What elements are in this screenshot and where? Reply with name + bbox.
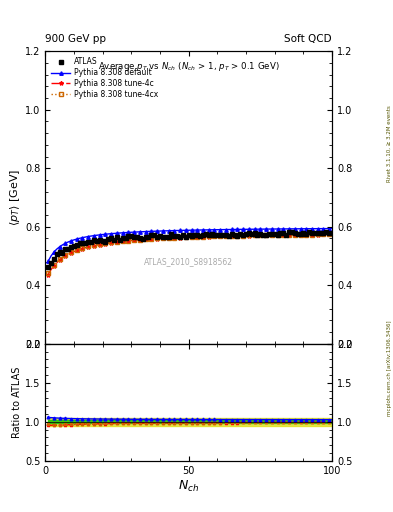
Pythia 8.308 tune-4cx (100, 241, 105, 247)
Pythia 8.308 tune-4cx (46, 270, 50, 276)
Legend: ATLAS, Pythia 8.308 default, Pythia 8.308 tune-4c, Pythia 8.308 tune-4cx: ATLAS, Pythia 8.308 default, Pythia 8.30… (49, 55, 161, 101)
ATLAS (316, 230, 320, 236)
Pythia 8.308 tune-4cx (316, 231, 320, 238)
Y-axis label: $\langle p_T \rangle$ [GeV]: $\langle p_T \rangle$ [GeV] (8, 169, 22, 226)
Pythia 8.308 tune-4cx (307, 231, 312, 238)
Text: 900 GeV pp: 900 GeV pp (45, 33, 106, 44)
Text: mcplots.cern.ch [arXiv:1306.3436]: mcplots.cern.ch [arXiv:1306.3436] (387, 321, 391, 416)
ATLAS (192, 232, 197, 238)
Pythia 8.308 tune-4c (100, 241, 105, 247)
Line: Pythia 8.308 default: Pythia 8.308 default (46, 227, 334, 263)
ATLAS (307, 229, 312, 236)
Pythia 8.308 tune-4c (215, 233, 220, 240)
Line: Pythia 8.308 tune-4c: Pythia 8.308 tune-4c (46, 232, 334, 276)
ATLAS (100, 238, 105, 244)
Text: Soft QCD: Soft QCD (285, 33, 332, 44)
Pythia 8.308 default (192, 227, 197, 233)
Pythia 8.308 default (215, 227, 220, 233)
Line: ATLAS: ATLAS (46, 230, 334, 269)
ATLAS (330, 230, 334, 236)
Pythia 8.308 default (100, 231, 105, 238)
Pythia 8.308 default (307, 226, 312, 232)
ATLAS (46, 264, 50, 270)
Line: Pythia 8.308 tune-4cx: Pythia 8.308 tune-4cx (46, 232, 334, 275)
Y-axis label: Ratio to ATLAS: Ratio to ATLAS (12, 367, 22, 438)
Pythia 8.308 tune-4c (330, 231, 334, 238)
Pythia 8.308 default (316, 226, 320, 232)
ATLAS (112, 237, 116, 243)
Pythia 8.308 tune-4c (112, 239, 116, 245)
Text: Rivet 3.1.10, ≥ 3.2M events: Rivet 3.1.10, ≥ 3.2M events (387, 105, 391, 182)
Text: ATLAS_2010_S8918562: ATLAS_2010_S8918562 (144, 258, 233, 266)
Pythia 8.308 tune-4cx (215, 233, 220, 239)
Pythia 8.308 tune-4c (316, 231, 320, 238)
Pythia 8.308 default (46, 259, 50, 265)
Pythia 8.308 tune-4cx (112, 239, 116, 245)
ATLAS (215, 232, 220, 238)
Text: Average $p_T$ vs $N_{ch}$ ($N_{ch}$ > 1, $p_T$ > 0.1 GeV): Average $p_T$ vs $N_{ch}$ ($N_{ch}$ > 1,… (98, 60, 279, 73)
Pythia 8.308 tune-4cx (192, 234, 197, 240)
Pythia 8.308 default (330, 225, 334, 231)
ATLAS (324, 229, 329, 235)
Pythia 8.308 tune-4c (192, 234, 197, 240)
Pythia 8.308 tune-4cx (330, 231, 334, 238)
Pythia 8.308 default (112, 230, 116, 237)
Pythia 8.308 tune-4c (46, 271, 50, 278)
X-axis label: $N_{ch}$: $N_{ch}$ (178, 478, 199, 494)
Pythia 8.308 tune-4c (307, 231, 312, 238)
